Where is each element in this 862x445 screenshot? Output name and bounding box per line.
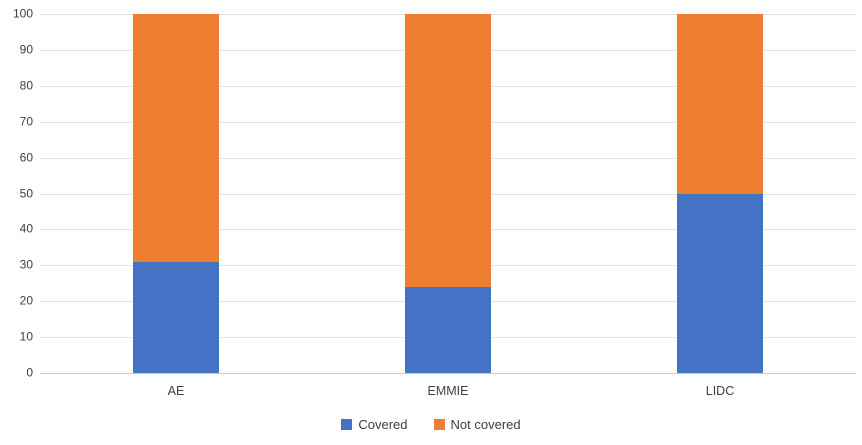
legend-label-not-covered: Not covered — [450, 417, 521, 432]
legend-swatch-not-covered — [433, 419, 445, 430]
y-axis-tick-label: 30 — [19, 258, 33, 273]
y-axis-tick-label: 70 — [19, 114, 33, 129]
y-axis-tick-label: 0 — [26, 365, 33, 380]
bar-segment-not-covered — [405, 14, 491, 287]
legend: Covered Not covered — [0, 417, 862, 432]
legend-item-not-covered: Not covered — [433, 417, 521, 432]
bar-segment-covered — [405, 286, 491, 373]
y-axis-tick-label: 50 — [19, 186, 33, 201]
legend-label-covered: Covered — [358, 417, 408, 432]
y-axis-tick-label: 80 — [19, 78, 33, 93]
bar-segment-covered — [677, 193, 763, 373]
bar-segment-not-covered — [677, 14, 763, 194]
bar-segment-not-covered — [133, 14, 219, 262]
plot-area: 0 10 20 30 40 50 60 70 80 90 100 AE EMMIE LIDC — [13, 7, 856, 398]
y-axis-tick-label: 20 — [19, 293, 33, 308]
bar-segment-covered — [133, 261, 219, 373]
x-axis-category-label: AE — [167, 384, 185, 398]
y-axis-tick-label: 60 — [19, 150, 33, 165]
x-axis-category-label: LIDC — [705, 384, 735, 398]
y-axis-tick-label: 10 — [19, 329, 33, 344]
legend-item-covered: Covered — [341, 417, 408, 432]
y-axis-tick-label: 40 — [19, 222, 33, 237]
legend-swatch-covered — [341, 419, 353, 430]
y-axis-tick-label: 90 — [19, 42, 33, 57]
y-axis-tick-label: 100 — [12, 6, 33, 21]
x-axis-category-label: EMMIE — [427, 384, 469, 398]
x-axis-line — [40, 373, 856, 374]
